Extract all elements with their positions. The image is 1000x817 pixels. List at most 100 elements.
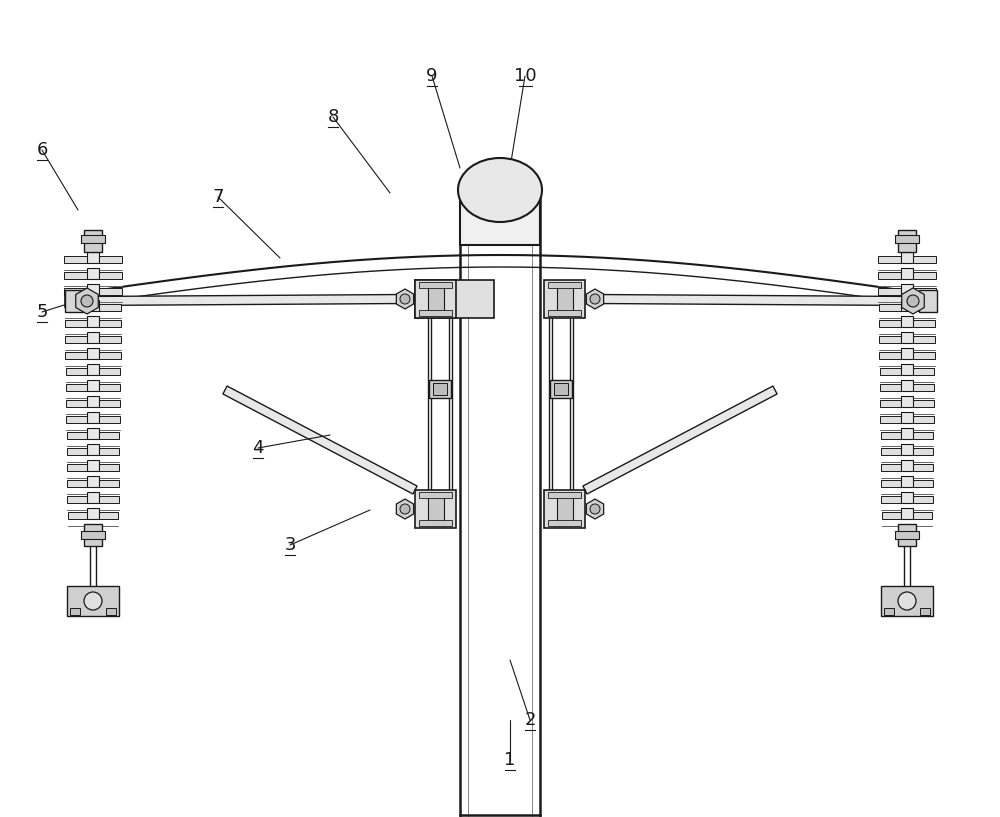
- Text: 1: 1: [504, 751, 516, 769]
- Text: 10: 10: [514, 67, 536, 85]
- Bar: [415, 490, 456, 528]
- Text: 2: 2: [524, 711, 536, 729]
- Bar: [901, 332, 913, 343]
- Bar: [901, 348, 913, 359]
- Polygon shape: [396, 289, 414, 309]
- Bar: [898, 230, 916, 252]
- Bar: [428, 286, 444, 312]
- Bar: [87, 444, 99, 455]
- Bar: [66, 368, 120, 375]
- Circle shape: [590, 504, 600, 514]
- Bar: [67, 449, 119, 455]
- Bar: [881, 449, 933, 455]
- Bar: [87, 412, 99, 423]
- Bar: [428, 380, 450, 398]
- Bar: [87, 428, 99, 439]
- Bar: [879, 337, 935, 343]
- Bar: [64, 288, 122, 295]
- Bar: [87, 364, 99, 375]
- Bar: [901, 428, 913, 439]
- Bar: [87, 396, 99, 407]
- Bar: [878, 257, 936, 263]
- Bar: [87, 476, 99, 487]
- Bar: [87, 332, 99, 343]
- Bar: [901, 284, 913, 295]
- Bar: [70, 608, 80, 615]
- Bar: [878, 288, 936, 295]
- Bar: [548, 310, 581, 316]
- Circle shape: [400, 504, 410, 514]
- Text: 8: 8: [327, 108, 339, 126]
- Bar: [87, 268, 99, 279]
- Polygon shape: [85, 294, 405, 306]
- Bar: [901, 364, 913, 375]
- Bar: [901, 252, 913, 263]
- Bar: [901, 476, 913, 487]
- Bar: [879, 305, 935, 311]
- Polygon shape: [902, 288, 924, 314]
- Bar: [419, 492, 452, 498]
- Bar: [67, 497, 119, 503]
- Bar: [65, 352, 121, 359]
- Bar: [548, 282, 581, 288]
- Bar: [64, 257, 122, 263]
- Polygon shape: [595, 294, 915, 306]
- Bar: [554, 383, 568, 395]
- Circle shape: [400, 294, 410, 304]
- Bar: [901, 412, 913, 423]
- Bar: [901, 316, 913, 327]
- Bar: [881, 586, 933, 616]
- Bar: [415, 280, 456, 318]
- Bar: [432, 383, 446, 395]
- Bar: [65, 290, 83, 312]
- Bar: [68, 512, 118, 519]
- Bar: [81, 235, 105, 243]
- Bar: [84, 524, 102, 546]
- Polygon shape: [76, 288, 98, 314]
- Bar: [87, 300, 99, 311]
- Bar: [84, 230, 102, 252]
- Bar: [419, 282, 452, 288]
- Bar: [415, 280, 494, 318]
- Text: 3: 3: [284, 536, 296, 554]
- Bar: [901, 396, 913, 407]
- Bar: [87, 252, 99, 263]
- Bar: [879, 352, 935, 359]
- Bar: [884, 608, 894, 615]
- Bar: [544, 490, 585, 528]
- Bar: [879, 320, 935, 327]
- Bar: [898, 524, 916, 546]
- Bar: [81, 531, 105, 539]
- Bar: [87, 348, 99, 359]
- Bar: [901, 444, 913, 455]
- Polygon shape: [396, 499, 414, 519]
- Bar: [544, 280, 585, 318]
- Bar: [901, 460, 913, 471]
- Bar: [880, 385, 934, 391]
- Bar: [419, 310, 452, 316]
- Bar: [919, 290, 937, 312]
- Bar: [87, 380, 99, 391]
- Bar: [66, 385, 120, 391]
- Bar: [881, 432, 933, 439]
- Bar: [901, 300, 913, 311]
- Bar: [880, 417, 934, 423]
- Bar: [895, 235, 919, 243]
- Bar: [878, 272, 936, 279]
- Bar: [881, 497, 933, 503]
- Bar: [419, 520, 452, 526]
- Bar: [87, 316, 99, 327]
- Bar: [901, 380, 913, 391]
- Bar: [67, 464, 119, 471]
- Bar: [895, 531, 919, 539]
- Text: 9: 9: [426, 67, 438, 85]
- Bar: [881, 464, 933, 471]
- Text: 4: 4: [252, 439, 264, 457]
- Bar: [901, 268, 913, 279]
- Bar: [901, 492, 913, 503]
- Bar: [87, 492, 99, 503]
- Circle shape: [898, 592, 916, 610]
- Bar: [87, 460, 99, 471]
- Bar: [67, 480, 119, 487]
- Bar: [882, 512, 932, 519]
